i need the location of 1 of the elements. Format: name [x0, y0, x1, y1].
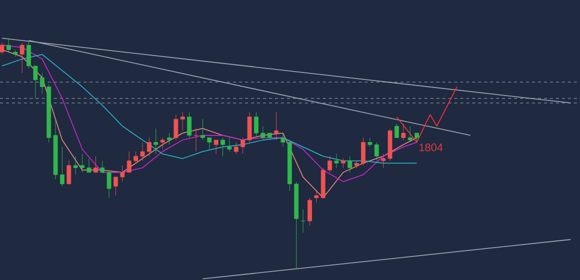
annotation: 1804 [419, 144, 443, 152]
